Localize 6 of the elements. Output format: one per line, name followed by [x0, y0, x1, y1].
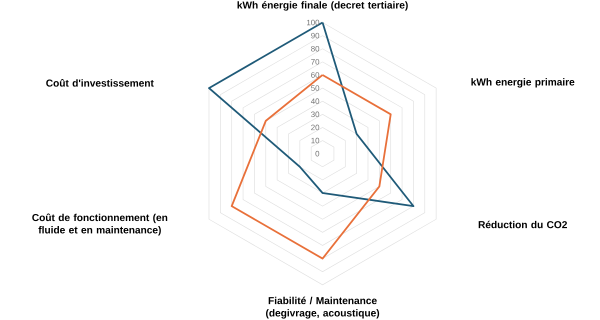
spoke-label: kWh énergie finale (decret tertiaire)	[238, 1, 408, 11]
spoke-label: Fiabilité / Maintenance (degivrage, acoustique)	[266, 296, 380, 319]
spoke-label: Coût de fonctionnement (en fluide et en maintenance)	[32, 214, 168, 236]
spoke-label: kWh energie primaire	[471, 78, 574, 88]
spoke-label: Réduction du CO2	[478, 220, 567, 228]
spoke-label: Coût d'investissement	[46, 79, 154, 87]
